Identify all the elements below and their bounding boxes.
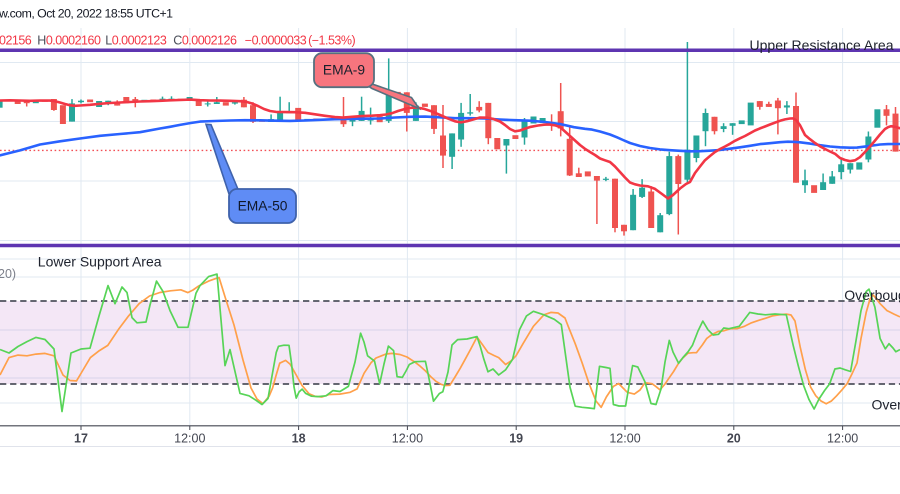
svg-text:C0.0002126: C0.0002126 [173, 34, 237, 48]
svg-text:−0.0000033: −0.0000033 [245, 34, 307, 48]
svg-text:L0.0002123: L0.0002123 [105, 34, 167, 48]
svg-text:EMA-50: EMA-50 [238, 199, 288, 214]
svg-text:Upper Resistance Area: Upper Resistance Area [750, 37, 894, 53]
svg-text:(−1.53%): (−1.53%) [308, 34, 355, 48]
svg-text:20: 20 [727, 432, 741, 446]
svg-text:12:00: 12:00 [609, 432, 640, 446]
svg-text:Oversold: Oversold [872, 396, 900, 412]
svg-text:12:00: 12:00 [174, 432, 205, 446]
svg-text:20): 20) [0, 267, 16, 281]
svg-text:w.com, Oct 20, 2022 18:55 UTC+: w.com, Oct 20, 2022 18:55 UTC+1 [0, 6, 173, 20]
svg-text:12:00: 12:00 [392, 432, 423, 446]
svg-text:18: 18 [292, 432, 306, 446]
svg-text:17: 17 [74, 432, 88, 446]
svg-text:Overbought: Overbought [844, 287, 900, 303]
svg-text:H0.0002160: H0.0002160 [37, 34, 101, 48]
svg-text:02156: 02156 [0, 34, 32, 48]
svg-text:Lower Support Area: Lower Support Area [38, 253, 162, 269]
svg-text:12:00: 12:00 [827, 432, 858, 446]
svg-text:19: 19 [509, 432, 523, 446]
svg-text:EMA-9: EMA-9 [323, 63, 365, 78]
